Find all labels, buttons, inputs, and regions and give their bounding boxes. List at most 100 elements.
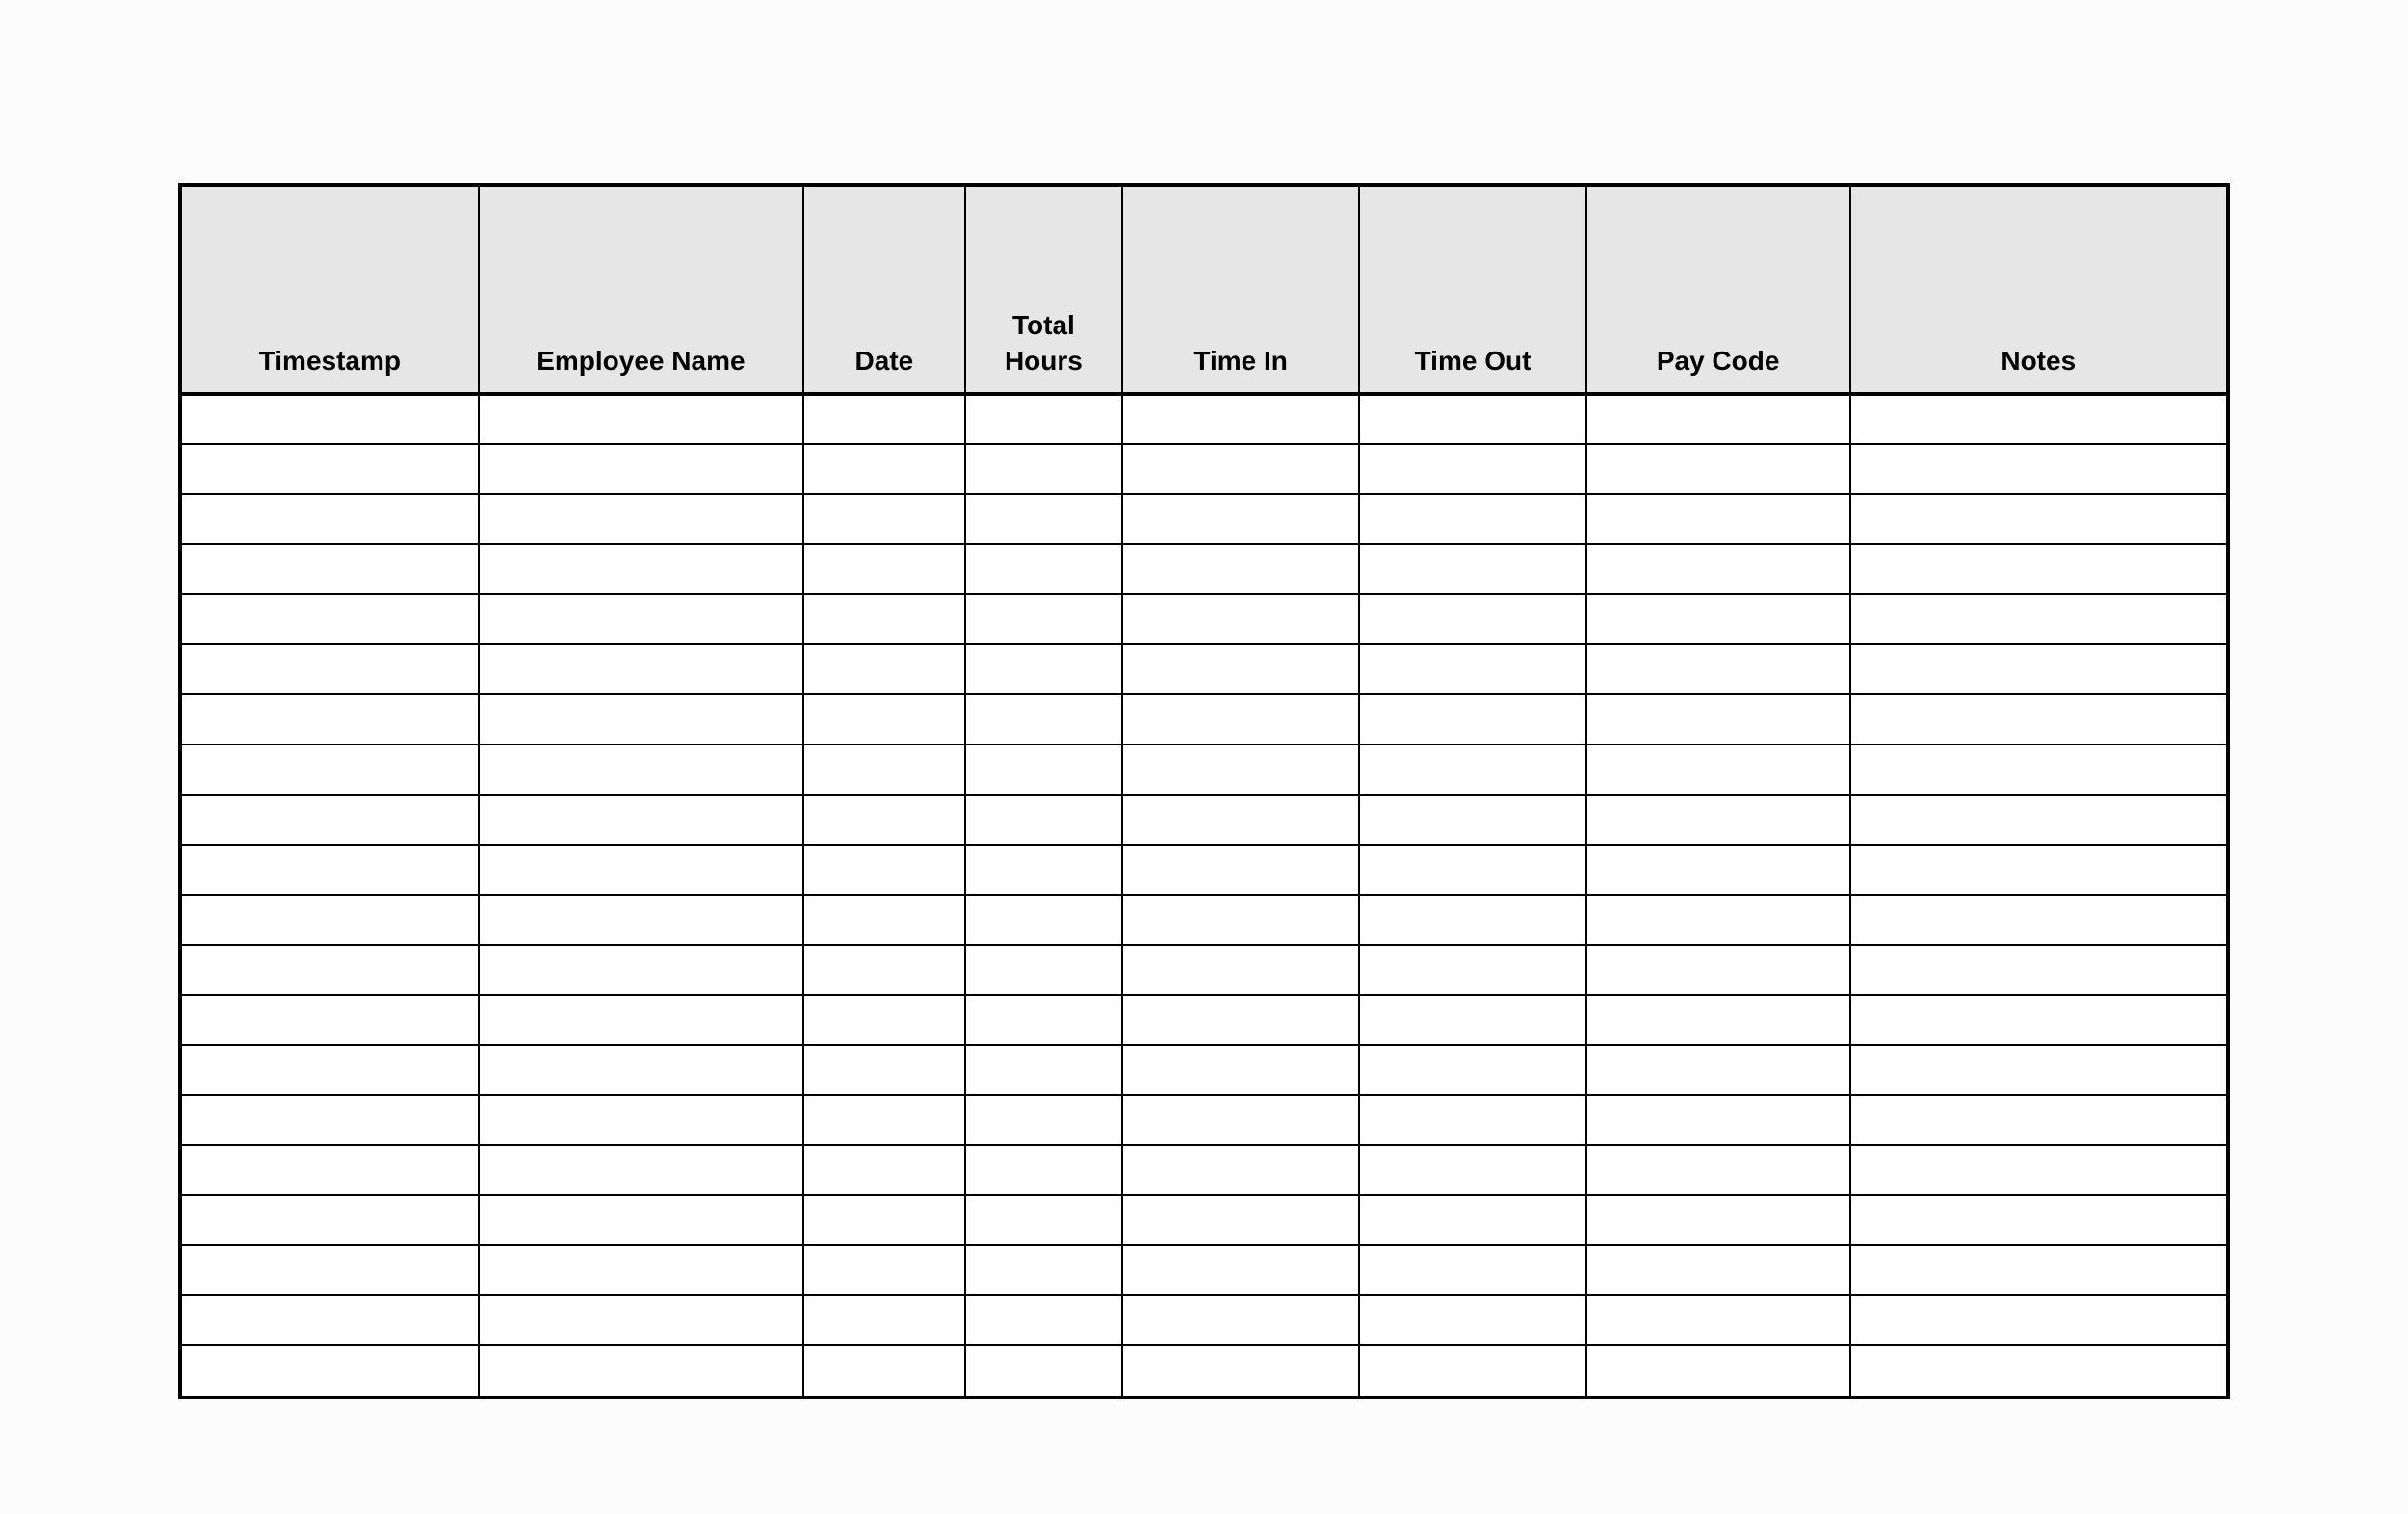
cell-employee_name: [479, 1045, 803, 1095]
cell-employee_name: [479, 845, 803, 895]
cell-time_out: [1359, 995, 1586, 1045]
table-row: [182, 1095, 2226, 1145]
cell-time_out: [1359, 744, 1586, 795]
cell-time_out: [1359, 544, 1586, 594]
cell-time_in: [1122, 1345, 1359, 1396]
timesheet-table: Timestamp Employee Name Date Total Hours…: [182, 187, 2226, 1396]
cell-employee_name: [479, 494, 803, 544]
cell-timestamp: [182, 1095, 479, 1145]
cell-notes: [1850, 444, 2227, 494]
table-row: [182, 1295, 2226, 1345]
cell-pay_code: [1586, 544, 1850, 594]
column-header-date: Date: [803, 187, 965, 394]
cell-date: [803, 744, 965, 795]
cell-total_hours: [965, 494, 1122, 544]
cell-pay_code: [1586, 1095, 1850, 1145]
cell-pay_code: [1586, 394, 1850, 444]
table-row: [182, 694, 2226, 744]
cell-time_out: [1359, 1345, 1586, 1396]
table-row: [182, 1345, 2226, 1396]
cell-time_in: [1122, 795, 1359, 845]
cell-timestamp: [182, 1295, 479, 1345]
cell-time_out: [1359, 1195, 1586, 1245]
cell-total_hours: [965, 1295, 1122, 1345]
cell-notes: [1850, 744, 2227, 795]
table-row: [182, 544, 2226, 594]
cell-notes: [1850, 1145, 2227, 1195]
cell-time_out: [1359, 694, 1586, 744]
cell-employee_name: [479, 694, 803, 744]
cell-pay_code: [1586, 1145, 1850, 1195]
cell-time_in: [1122, 1295, 1359, 1345]
cell-notes: [1850, 544, 2227, 594]
cell-date: [803, 895, 965, 945]
cell-time_out: [1359, 394, 1586, 444]
cell-total_hours: [965, 1345, 1122, 1396]
cell-date: [803, 544, 965, 594]
cell-date: [803, 845, 965, 895]
cell-time_out: [1359, 644, 1586, 694]
cell-notes: [1850, 494, 2227, 544]
cell-date: [803, 494, 965, 544]
cell-notes: [1850, 845, 2227, 895]
table-row: [182, 394, 2226, 444]
cell-time_in: [1122, 744, 1359, 795]
cell-notes: [1850, 1245, 2227, 1295]
cell-employee_name: [479, 1345, 803, 1396]
cell-pay_code: [1586, 644, 1850, 694]
cell-time_in: [1122, 1045, 1359, 1095]
cell-employee_name: [479, 594, 803, 644]
cell-pay_code: [1586, 744, 1850, 795]
table-row: [182, 744, 2226, 795]
cell-pay_code: [1586, 1345, 1850, 1396]
cell-pay_code: [1586, 795, 1850, 845]
cell-pay_code: [1586, 995, 1850, 1045]
cell-total_hours: [965, 1145, 1122, 1195]
cell-employee_name: [479, 1145, 803, 1195]
column-header-notes: Notes: [1850, 187, 2227, 394]
cell-date: [803, 594, 965, 644]
cell-timestamp: [182, 544, 479, 594]
column-header-timestamp: Timestamp: [182, 187, 479, 394]
cell-timestamp: [182, 945, 479, 995]
cell-total_hours: [965, 644, 1122, 694]
cell-pay_code: [1586, 1045, 1850, 1095]
table-row: [182, 795, 2226, 845]
cell-timestamp: [182, 1045, 479, 1095]
cell-pay_code: [1586, 1295, 1850, 1345]
cell-total_hours: [965, 795, 1122, 845]
cell-time_in: [1122, 1095, 1359, 1145]
column-header-time-out: Time Out: [1359, 187, 1586, 394]
cell-time_out: [1359, 895, 1586, 945]
table-header: Timestamp Employee Name Date Total Hours…: [182, 187, 2226, 394]
cell-time_in: [1122, 945, 1359, 995]
cell-date: [803, 1095, 965, 1145]
cell-total_hours: [965, 694, 1122, 744]
cell-notes: [1850, 1045, 2227, 1095]
cell-time_out: [1359, 594, 1586, 644]
cell-pay_code: [1586, 494, 1850, 544]
cell-total_hours: [965, 1095, 1122, 1145]
cell-time_in: [1122, 895, 1359, 945]
cell-date: [803, 694, 965, 744]
cell-total_hours: [965, 895, 1122, 945]
table-row: [182, 1045, 2226, 1095]
cell-time_out: [1359, 1095, 1586, 1145]
table-row: [182, 945, 2226, 995]
cell-timestamp: [182, 995, 479, 1045]
cell-timestamp: [182, 394, 479, 444]
cell-time_in: [1122, 1245, 1359, 1295]
cell-timestamp: [182, 444, 479, 494]
cell-timestamp: [182, 1345, 479, 1396]
cell-time_in: [1122, 1145, 1359, 1195]
table-row: [182, 1145, 2226, 1195]
cell-time_out: [1359, 795, 1586, 845]
cell-total_hours: [965, 945, 1122, 995]
cell-time_in: [1122, 494, 1359, 544]
cell-date: [803, 444, 965, 494]
cell-date: [803, 1145, 965, 1195]
table-row: [182, 1195, 2226, 1245]
cell-time_in: [1122, 995, 1359, 1045]
column-header-time-in: Time In: [1122, 187, 1359, 394]
cell-employee_name: [479, 544, 803, 594]
